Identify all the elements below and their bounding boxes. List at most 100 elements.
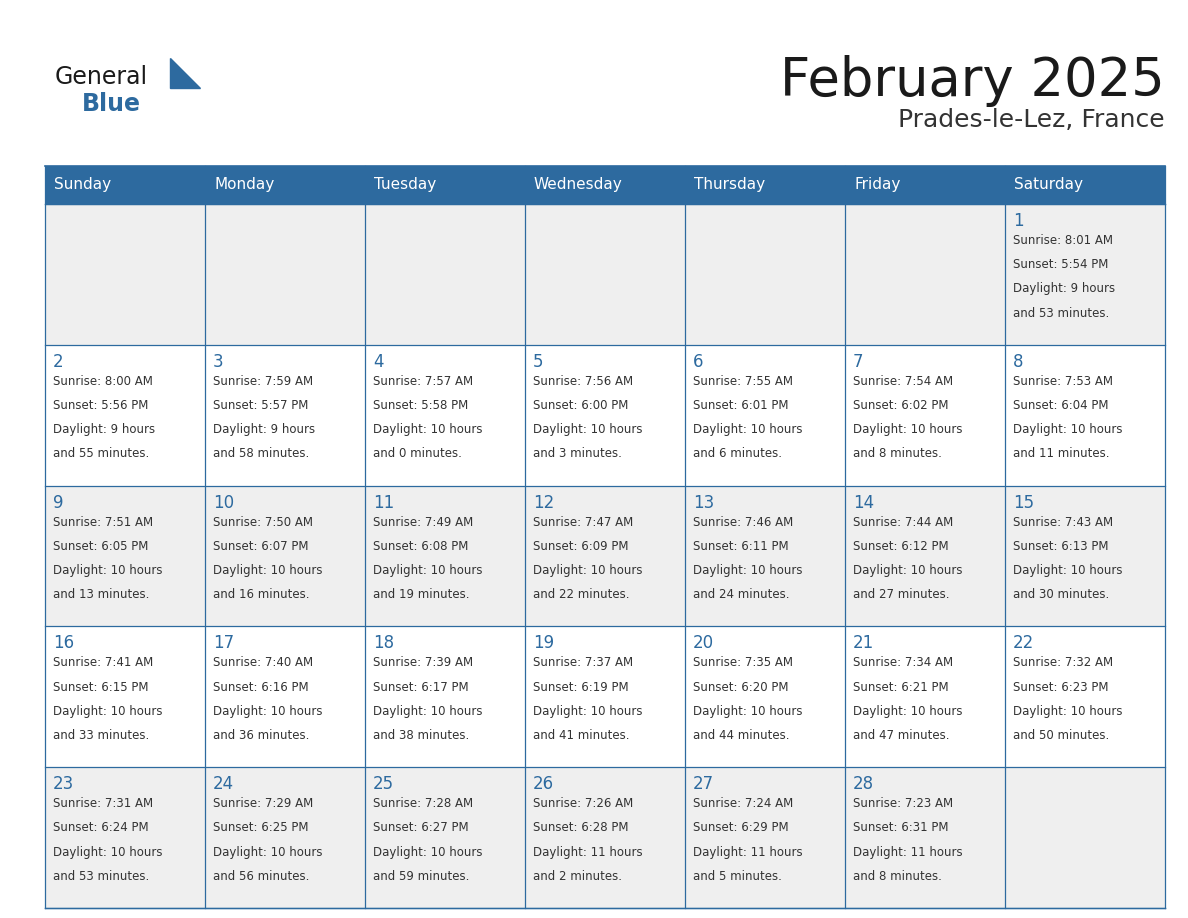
Text: and 0 minutes.: and 0 minutes. — [373, 447, 462, 460]
Text: Sunrise: 7:29 AM: Sunrise: 7:29 AM — [213, 797, 314, 811]
Text: Sunrise: 7:46 AM: Sunrise: 7:46 AM — [693, 516, 794, 529]
Bar — [45, 486, 206, 626]
Text: Daylight: 10 hours: Daylight: 10 hours — [53, 564, 163, 577]
Text: and 8 minutes.: and 8 minutes. — [853, 869, 942, 883]
Text: Daylight: 10 hours: Daylight: 10 hours — [1013, 423, 1123, 436]
Bar — [845, 767, 1005, 908]
Text: Sunrise: 7:35 AM: Sunrise: 7:35 AM — [693, 656, 794, 669]
Text: 8: 8 — [1013, 353, 1024, 371]
Text: Daylight: 10 hours: Daylight: 10 hours — [533, 564, 643, 577]
Text: Sunrise: 7:43 AM: Sunrise: 7:43 AM — [1013, 516, 1113, 529]
Text: Sunset: 6:02 PM: Sunset: 6:02 PM — [853, 399, 948, 412]
Text: Sunrise: 7:50 AM: Sunrise: 7:50 AM — [213, 516, 312, 529]
Bar — [206, 345, 365, 486]
Text: Sunset: 6:07 PM: Sunset: 6:07 PM — [213, 540, 309, 553]
Text: and 2 minutes.: and 2 minutes. — [533, 869, 623, 883]
Bar — [45, 166, 1165, 204]
Text: Daylight: 11 hours: Daylight: 11 hours — [853, 845, 962, 858]
Text: and 24 minutes.: and 24 minutes. — [693, 588, 790, 601]
Text: and 47 minutes.: and 47 minutes. — [853, 729, 949, 742]
Text: Sunset: 6:16 PM: Sunset: 6:16 PM — [213, 680, 309, 694]
Text: General: General — [55, 65, 148, 89]
Text: 4: 4 — [373, 353, 384, 371]
Text: Sunset: 6:04 PM: Sunset: 6:04 PM — [1013, 399, 1108, 412]
Text: and 38 minutes.: and 38 minutes. — [373, 729, 469, 742]
Text: Daylight: 10 hours: Daylight: 10 hours — [533, 423, 643, 436]
Text: 28: 28 — [853, 775, 874, 793]
Text: 22: 22 — [1013, 634, 1035, 653]
Text: Sunrise: 7:40 AM: Sunrise: 7:40 AM — [213, 656, 314, 669]
Bar — [206, 486, 365, 626]
Bar — [685, 626, 845, 767]
Text: and 8 minutes.: and 8 minutes. — [853, 447, 942, 460]
Bar — [845, 345, 1005, 486]
Text: and 19 minutes.: and 19 minutes. — [373, 588, 469, 601]
Text: Wednesday: Wednesday — [533, 177, 623, 193]
Bar — [1005, 486, 1165, 626]
Text: and 36 minutes.: and 36 minutes. — [213, 729, 309, 742]
Text: 26: 26 — [533, 775, 554, 793]
Text: February 2025: February 2025 — [781, 55, 1165, 107]
Text: Sunrise: 7:23 AM: Sunrise: 7:23 AM — [853, 797, 953, 811]
Text: Daylight: 10 hours: Daylight: 10 hours — [213, 705, 322, 718]
Text: Sunset: 6:23 PM: Sunset: 6:23 PM — [1013, 680, 1108, 694]
Text: Sunrise: 7:34 AM: Sunrise: 7:34 AM — [853, 656, 953, 669]
Bar — [525, 345, 685, 486]
Text: Sunrise: 7:59 AM: Sunrise: 7:59 AM — [213, 375, 314, 387]
Bar — [206, 626, 365, 767]
Text: and 44 minutes.: and 44 minutes. — [693, 729, 790, 742]
Text: 1: 1 — [1013, 212, 1024, 230]
Bar — [685, 486, 845, 626]
Text: Daylight: 10 hours: Daylight: 10 hours — [853, 564, 962, 577]
Text: Daylight: 10 hours: Daylight: 10 hours — [373, 564, 482, 577]
Text: Daylight: 10 hours: Daylight: 10 hours — [693, 423, 803, 436]
Text: and 13 minutes.: and 13 minutes. — [53, 588, 150, 601]
Text: and 6 minutes.: and 6 minutes. — [693, 447, 782, 460]
Text: and 53 minutes.: and 53 minutes. — [53, 869, 150, 883]
Text: and 55 minutes.: and 55 minutes. — [53, 447, 150, 460]
Text: Sunrise: 7:32 AM: Sunrise: 7:32 AM — [1013, 656, 1113, 669]
Text: Sunset: 6:31 PM: Sunset: 6:31 PM — [853, 822, 948, 834]
Text: Sunset: 6:11 PM: Sunset: 6:11 PM — [693, 540, 789, 553]
Text: Sunrise: 7:56 AM: Sunrise: 7:56 AM — [533, 375, 633, 387]
Text: Sunset: 6:00 PM: Sunset: 6:00 PM — [533, 399, 628, 412]
Text: Sunrise: 7:47 AM: Sunrise: 7:47 AM — [533, 516, 633, 529]
Text: Daylight: 10 hours: Daylight: 10 hours — [693, 564, 803, 577]
Text: Sunset: 6:21 PM: Sunset: 6:21 PM — [853, 680, 949, 694]
Text: Sunrise: 7:39 AM: Sunrise: 7:39 AM — [373, 656, 473, 669]
Text: and 30 minutes.: and 30 minutes. — [1013, 588, 1110, 601]
Text: Daylight: 10 hours: Daylight: 10 hours — [1013, 705, 1123, 718]
Text: Sunrise: 7:24 AM: Sunrise: 7:24 AM — [693, 797, 794, 811]
Text: and 41 minutes.: and 41 minutes. — [533, 729, 630, 742]
Bar — [45, 626, 206, 767]
Polygon shape — [170, 58, 200, 88]
Text: Sunset: 6:09 PM: Sunset: 6:09 PM — [533, 540, 628, 553]
Text: Sunset: 6:20 PM: Sunset: 6:20 PM — [693, 680, 789, 694]
Text: and 50 minutes.: and 50 minutes. — [1013, 729, 1110, 742]
Text: and 27 minutes.: and 27 minutes. — [853, 588, 949, 601]
Text: Sunset: 6:27 PM: Sunset: 6:27 PM — [373, 822, 468, 834]
Bar — [365, 767, 525, 908]
Bar — [45, 767, 206, 908]
Text: Sunrise: 7:53 AM: Sunrise: 7:53 AM — [1013, 375, 1113, 387]
Bar — [525, 767, 685, 908]
Text: Sunset: 6:17 PM: Sunset: 6:17 PM — [373, 680, 468, 694]
Text: Daylight: 10 hours: Daylight: 10 hours — [533, 705, 643, 718]
Text: Daylight: 10 hours: Daylight: 10 hours — [53, 705, 163, 718]
Bar — [206, 204, 365, 345]
Bar — [365, 486, 525, 626]
Bar — [525, 486, 685, 626]
Text: 15: 15 — [1013, 494, 1034, 511]
Text: Daylight: 10 hours: Daylight: 10 hours — [853, 423, 962, 436]
Text: Sunrise: 7:54 AM: Sunrise: 7:54 AM — [853, 375, 953, 387]
Text: Tuesday: Tuesday — [374, 177, 436, 193]
Text: Daylight: 11 hours: Daylight: 11 hours — [693, 845, 803, 858]
Text: and 3 minutes.: and 3 minutes. — [533, 447, 621, 460]
Bar — [1005, 626, 1165, 767]
Text: 24: 24 — [213, 775, 234, 793]
Text: Sunset: 6:28 PM: Sunset: 6:28 PM — [533, 822, 628, 834]
Text: 17: 17 — [213, 634, 234, 653]
Text: Sunset: 6:15 PM: Sunset: 6:15 PM — [53, 680, 148, 694]
Text: and 33 minutes.: and 33 minutes. — [53, 729, 150, 742]
Bar — [845, 626, 1005, 767]
